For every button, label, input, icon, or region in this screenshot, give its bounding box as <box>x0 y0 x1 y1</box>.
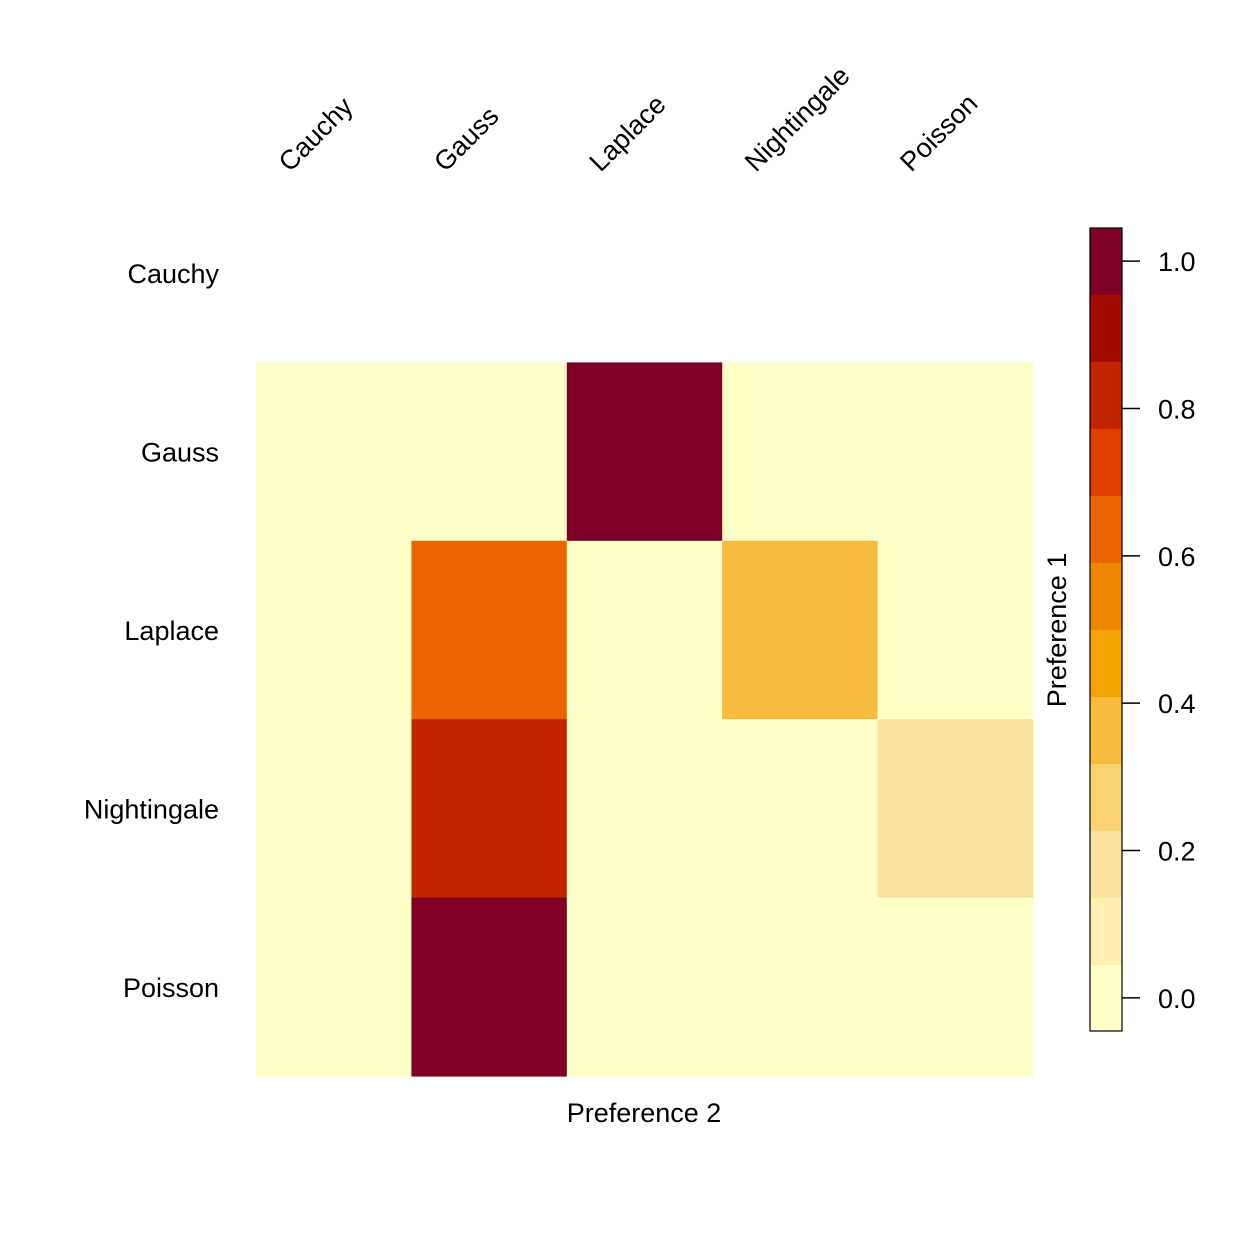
column-labels: Cauchy Gauss Laplace Nightingale Poisson <box>273 61 984 178</box>
colorbar-tick-label: 0.6 <box>1158 542 1196 572</box>
colorbar-bin <box>1090 294 1122 362</box>
colorbar <box>1089 227 1123 1032</box>
colorbar-bin <box>1090 361 1122 429</box>
colorbar-tick-label: 0.8 <box>1158 394 1196 424</box>
colorbar-bin <box>1090 763 1122 832</box>
colorbar-tick-label: 0.2 <box>1158 837 1196 867</box>
heatmap-cell-laplace-cauchy <box>256 540 412 720</box>
y-axis-label: Preference 1 <box>1042 553 1072 708</box>
row-label-nightingale: Nightingale <box>84 794 219 824</box>
heatmap-cell-poisson-cauchy <box>256 897 412 1077</box>
heatmap-cell-nightingale-poisson <box>877 719 1034 899</box>
heatmap-cells <box>256 362 1034 1077</box>
heatmap-cell-gauss-laplace <box>566 362 723 542</box>
row-label-gauss: Gauss <box>141 438 219 468</box>
colorbar-bin <box>1090 629 1122 698</box>
colorbar-bin <box>1090 495 1122 563</box>
heatmap-cell-gauss-gauss <box>411 362 568 542</box>
heatmap-cell-nightingale-gauss <box>411 719 568 899</box>
colorbar-bin <box>1090 897 1122 966</box>
heatmap-cell-gauss-poisson <box>877 362 1034 542</box>
row-label-cauchy: Cauchy <box>127 259 219 289</box>
column-label-gauss: Gauss <box>428 101 504 177</box>
colorbar-ticks: 0.0 0.2 0.4 0.6 0.8 1.0 <box>1122 247 1196 1014</box>
colorbar-bin <box>1090 696 1122 765</box>
colorbar-frame <box>1089 227 1123 1032</box>
colorbar-bin <box>1090 562 1122 630</box>
colorbar-bin <box>1090 964 1122 1032</box>
colorbar-bin <box>1090 228 1122 295</box>
x-axis-label: Preference 2 <box>567 1098 722 1128</box>
heatmap-cell-laplace-laplace <box>566 540 723 720</box>
heatmap-cell-poisson-gauss <box>411 897 568 1077</box>
colorbar-tick-label: 0.0 <box>1158 984 1196 1014</box>
column-label-nightingale: Nightingale <box>739 61 856 178</box>
heatmap-cell-gauss-nightingale <box>722 362 879 542</box>
heatmap-cell-laplace-gauss <box>411 540 568 720</box>
heatmap-cell-poisson-nightingale <box>722 897 879 1077</box>
row-label-laplace: Laplace <box>124 616 219 646</box>
colorbar-bin <box>1090 428 1122 496</box>
colorbar-tick-label: 0.4 <box>1158 689 1196 719</box>
heatmap-cell-laplace-nightingale <box>722 540 879 720</box>
heatmap-cell-poisson-poisson <box>877 897 1034 1077</box>
column-label-poisson: Poisson <box>894 88 983 177</box>
column-label-laplace: Laplace <box>584 89 672 177</box>
heatmap-cell-nightingale-nightingale <box>722 719 879 899</box>
row-labels: Cauchy Gauss Laplace Nightingale Poisson <box>84 259 220 1003</box>
heatmap-cell-nightingale-cauchy <box>256 719 412 899</box>
heatmap-cell-laplace-poisson <box>877 540 1034 720</box>
colorbar-bin <box>1090 830 1122 899</box>
heatmap-cell-poisson-laplace <box>566 897 723 1077</box>
heatmap-cell-nightingale-laplace <box>566 719 723 899</box>
heatmap-cell-gauss-cauchy <box>256 362 412 542</box>
row-label-poisson: Poisson <box>123 973 219 1003</box>
column-label-cauchy: Cauchy <box>273 91 359 177</box>
colorbar-tick-label: 1.0 <box>1158 247 1196 277</box>
